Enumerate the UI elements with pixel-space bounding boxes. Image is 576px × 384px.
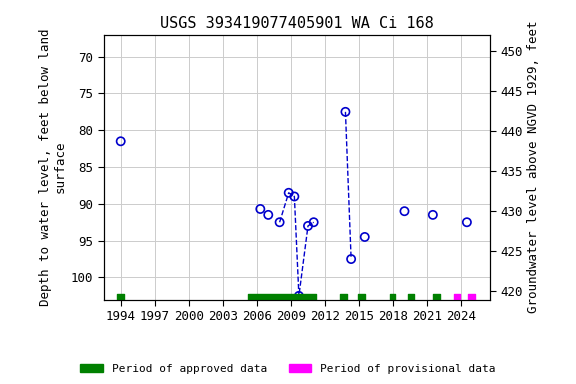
Point <box>463 219 472 225</box>
Legend: Period of approved data, Period of provisional data: Period of approved data, Period of provi… <box>76 359 500 379</box>
Point <box>341 109 350 115</box>
Point <box>284 190 293 196</box>
Point <box>347 256 356 262</box>
Point <box>304 223 313 229</box>
Point <box>264 212 273 218</box>
Point <box>400 208 409 214</box>
Point <box>116 138 126 144</box>
Point <box>294 293 304 299</box>
Y-axis label: Depth to water level, feet below land
surface: Depth to water level, feet below land su… <box>39 28 67 306</box>
Title: USGS 393419077405901 WA Ci 168: USGS 393419077405901 WA Ci 168 <box>160 16 434 31</box>
Point <box>275 219 284 225</box>
Point <box>256 206 265 212</box>
Point <box>309 219 319 225</box>
Y-axis label: Groundwater level above NGVD 1929, feet: Groundwater level above NGVD 1929, feet <box>526 21 540 313</box>
Point <box>428 212 437 218</box>
Point <box>290 194 299 200</box>
Point <box>360 234 369 240</box>
